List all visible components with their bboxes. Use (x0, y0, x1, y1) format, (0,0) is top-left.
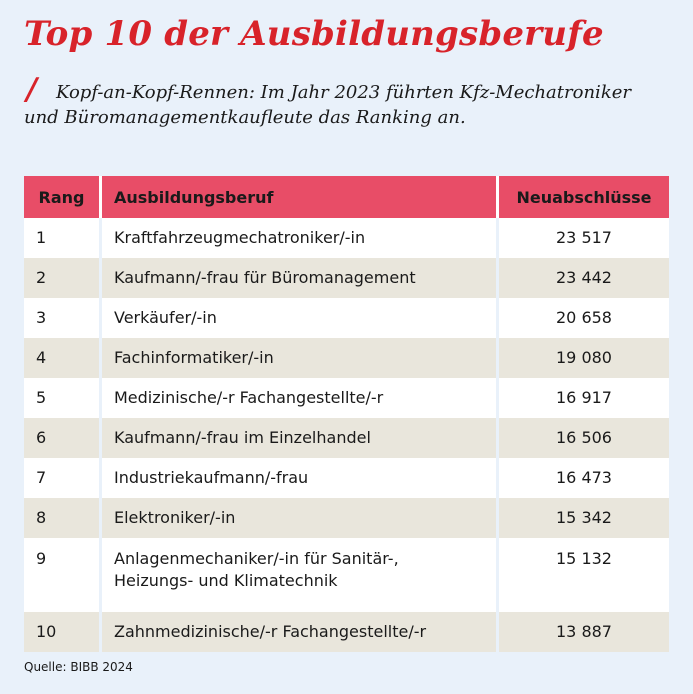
job-cell: Kaufmann/-frau für Büromanagement (102, 258, 499, 298)
table-row: 6 Kaufmann/-frau im Einzelhandel 16 506 (24, 418, 669, 458)
table-row: 1 Kraftfahrzeugmechatroniker/-in 23 517 (24, 218, 669, 258)
count-cell: 23 442 (499, 258, 669, 298)
count-cell: 16 917 (499, 378, 669, 418)
header-count: Neuabschlüsse (499, 176, 669, 218)
subtitle-block: / Kopf-an-Kopf-Rennen: Im Jahr 2023 führ… (24, 72, 674, 130)
table-row: 4 Fachinformatiker/-in 19 080 (24, 338, 669, 378)
job-cell: Kaufmann/-frau im Einzelhandel (102, 418, 499, 458)
ranking-table: Rang Ausbildungsberuf Neuabschlüsse 1 Kr… (24, 176, 669, 652)
job-line-1: Anlagenmechaniker/-in für Sanitär-, (114, 549, 399, 568)
subtitle-line-2: und Büromanagementkaufleute das Ranking … (24, 107, 466, 128)
table-row: 5 Medizinische/-r Fachangestellte/-r 16 … (24, 378, 669, 418)
rank-cell: 4 (24, 338, 102, 378)
count-cell: 23 517 (499, 218, 669, 258)
table-row: 2 Kaufmann/-frau für Büromanagement 23 4… (24, 258, 669, 298)
page-title: Top 10 der Ausbildungsberufe (24, 14, 604, 54)
rank-cell: 8 (24, 498, 102, 538)
job-cell: Zahnmedizinische/-r Fachangestellte/-r (102, 612, 499, 652)
count-cell: 15 342 (499, 498, 669, 538)
subtitle: Kopf-an-Kopf-Rennen: Im Jahr 2023 führte… (24, 80, 674, 130)
table-row: 10 Zahnmedizinische/-r Fachangestellte/-… (24, 612, 669, 652)
job-cell: Elektroniker/-in (102, 498, 499, 538)
header-rank: Rang (24, 176, 102, 218)
header-job: Ausbildungsberuf (102, 176, 499, 218)
rank-cell: 2 (24, 258, 102, 298)
table-header-row: Rang Ausbildungsberuf Neuabschlüsse (24, 176, 669, 218)
rank-cell: 9 (24, 538, 102, 612)
count-cell: 16 473 (499, 458, 669, 498)
rank-cell: 7 (24, 458, 102, 498)
slash-mark: / (26, 72, 37, 107)
table-row: 9 Anlagenmechaniker/-in für Sanitär-, He… (24, 538, 669, 612)
table-row: 3 Verkäufer/-in 20 658 (24, 298, 669, 338)
subtitle-line-1: Kopf-an-Kopf-Rennen: Im Jahr 2023 führte… (56, 82, 631, 103)
count-cell: 13 887 (499, 612, 669, 652)
table-row: 8 Elektroniker/-in 15 342 (24, 498, 669, 538)
rank-cell: 1 (24, 218, 102, 258)
count-cell: 16 506 (499, 418, 669, 458)
job-cell: Kraftfahrzeugmechatroniker/-in (102, 218, 499, 258)
count-cell: 15 132 (499, 538, 669, 612)
rank-cell: 5 (24, 378, 102, 418)
job-line-2: Heizungs- und Klimatechnik (114, 571, 338, 590)
rank-cell: 3 (24, 298, 102, 338)
rank-cell: 6 (24, 418, 102, 458)
count-cell: 20 658 (499, 298, 669, 338)
job-cell: Medizinische/-r Fachangestellte/-r (102, 378, 499, 418)
source-note: Quelle: BIBB 2024 (24, 660, 133, 674)
rank-cell: 10 (24, 612, 102, 652)
table-row: 7 Industriekaufmann/-frau 16 473 (24, 458, 669, 498)
job-cell: Anlagenmechaniker/-in für Sanitär-, Heiz… (102, 538, 499, 612)
count-cell: 19 080 (499, 338, 669, 378)
job-cell: Industriekaufmann/-frau (102, 458, 499, 498)
job-cell: Verkäufer/-in (102, 298, 499, 338)
job-cell: Fachinformatiker/-in (102, 338, 499, 378)
